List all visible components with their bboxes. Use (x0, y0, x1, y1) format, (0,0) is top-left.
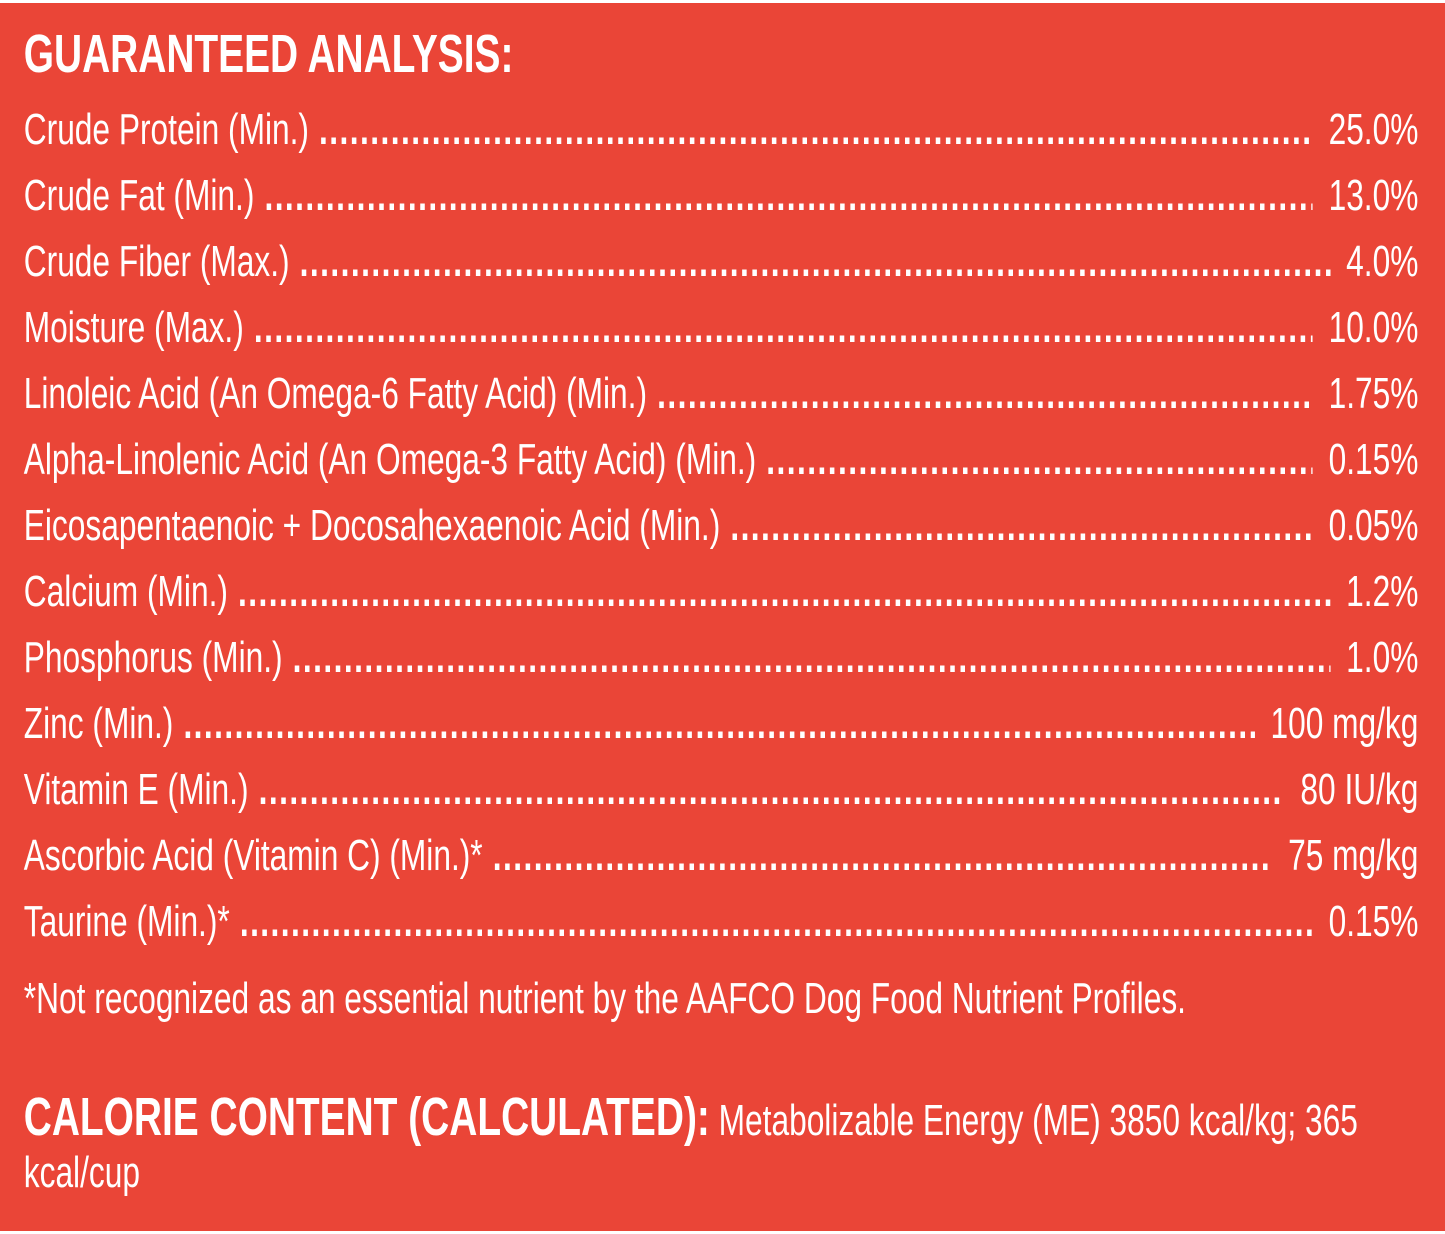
nutrient-value: 0.05% (1328, 501, 1419, 550)
nutrient-label: Crude Fat (Min.) (23, 171, 255, 220)
table-row: Moisture (Max.).........................… (24, 295, 1419, 361)
section-title: GUARANTEED ANALYSIS: (23, 24, 514, 84)
nutrient-value: 0.15% (1328, 435, 1419, 484)
table-row: Calcium (Min.)..........................… (24, 559, 1419, 625)
nutrient-value: 1.0% (1346, 633, 1419, 682)
calorie-heading: CALORIE CONTENT (CALCULATED): (23, 1087, 710, 1147)
dot-leader: ........................................… (657, 369, 1313, 418)
table-row: Alpha-Linolenic Acid (An Omega-3 Fatty A… (24, 427, 1419, 493)
nutrient-value: 0.15% (1328, 897, 1419, 946)
footnote: *Not recognized as an essential nutrient… (23, 974, 1186, 1023)
table-row: Crude Fat (Min.)........................… (24, 163, 1419, 229)
analysis-table: Crude Protein (Min.)....................… (24, 97, 1419, 955)
dot-leader: ........................................… (253, 303, 1313, 352)
dot-leader: ........................................… (292, 633, 1331, 682)
table-row: Crude Protein (Min.)....................… (24, 97, 1419, 163)
nutrient-label: Linoleic Acid (An Omega-6 Fatty Acid) (M… (23, 369, 648, 418)
table-row: Ascorbic Acid (Vitamin C) (Min.)*.......… (24, 823, 1419, 889)
nutrient-label: Crude Fiber (Max.) (23, 237, 290, 286)
dot-leader: ........................................… (238, 567, 1331, 616)
dot-leader: ........................................… (264, 171, 1312, 220)
table-row: Phosphorus (Min.).......................… (24, 625, 1419, 691)
nutrient-value: 1.75% (1328, 369, 1419, 418)
table-row: Zinc (Min.).............................… (24, 691, 1419, 757)
nutrient-label: Ascorbic Acid (Vitamin C) (Min.)* (23, 831, 483, 880)
nutrient-label: Moisture (Max.) (23, 303, 244, 352)
nutrient-label: Vitamin E (Min.) (23, 765, 249, 814)
nutrient-value: 1.2% (1346, 567, 1419, 616)
nutrient-label: Calcium (Min.) (23, 567, 228, 616)
guaranteed-analysis-panel: GUARANTEED ANALYSIS: Crude Protein (Min.… (0, 3, 1445, 1231)
nutrient-value: 75 mg/kg (1288, 831, 1419, 880)
nutrient-label: Eicosapentaenoic + Docosahexaenoic Acid … (23, 501, 721, 550)
nutrient-value: 13.0% (1328, 171, 1419, 220)
nutrient-label: Zinc (Min.) (23, 699, 174, 748)
nutrient-value: 25.0% (1328, 105, 1419, 154)
dot-leader: ........................................… (492, 831, 1273, 880)
nutrient-value: 100 mg/kg (1270, 699, 1419, 748)
dot-leader: ........................................… (183, 699, 1254, 748)
table-row: Linoleic Acid (An Omega-6 Fatty Acid) (M… (24, 361, 1419, 427)
nutrient-value: 10.0% (1328, 303, 1419, 352)
nutrient-label: Crude Protein (Min.) (23, 105, 309, 154)
nutrient-value: 4.0% (1346, 237, 1419, 286)
nutrient-label: Taurine (Min.)* (23, 897, 230, 946)
table-row: Eicosapentaenoic + Docosahexaenoic Acid … (24, 493, 1419, 559)
table-row: Crude Fiber (Max.)......................… (24, 229, 1419, 295)
calorie-content: CALORIE CONTENT (CALCULATED): Metaboliza… (23, 1090, 1419, 1199)
dot-leader: ........................................… (299, 237, 1331, 286)
dot-leader: ........................................… (319, 105, 1313, 154)
nutrient-label: Phosphorus (Min.) (23, 633, 283, 682)
table-row: Taurine (Min.)*.........................… (24, 889, 1419, 955)
dot-leader: ........................................… (730, 501, 1312, 550)
table-row: Vitamin E (Min.)........................… (24, 757, 1419, 823)
dot-leader: ........................................… (239, 897, 1313, 946)
dot-leader: ........................................… (766, 435, 1312, 484)
calorie-text: Metabolizable Energy (ME) 3850 kcal/kg; … (23, 1096, 1358, 1197)
nutrient-label: Alpha-Linolenic Acid (An Omega-3 Fatty A… (23, 435, 757, 484)
nutrient-value: 80 IU/kg (1300, 765, 1419, 814)
dot-leader: ........................................… (258, 765, 1285, 814)
